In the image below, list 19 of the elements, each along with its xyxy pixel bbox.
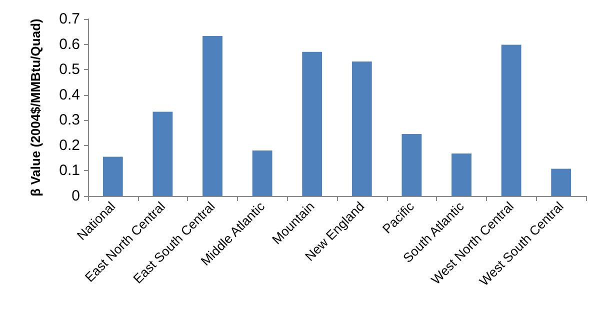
y-tick-label: 0: [72, 188, 80, 204]
y-tick-label: 0.4: [59, 86, 80, 104]
y-tick-label: 0.7: [59, 10, 80, 28]
bar: [152, 112, 173, 196]
bar: [102, 156, 123, 196]
bar: [252, 150, 272, 196]
y-tick-label: 0.1: [59, 162, 80, 180]
bar: [302, 52, 322, 196]
y-tick-label: 0.2: [59, 136, 80, 154]
bar: [452, 154, 472, 196]
bar: [551, 168, 572, 196]
bar: [501, 44, 522, 196]
y-tick-label: 0.6: [59, 36, 80, 53]
y-axis-title: β Value (2004$/MMBtu/Quad): [28, 18, 43, 196]
y-tick-label: 0.3: [59, 112, 80, 129]
bar: [352, 61, 372, 196]
bar: [202, 36, 222, 196]
bar: [402, 134, 422, 196]
y-tick-label: 0.5: [59, 61, 80, 78]
